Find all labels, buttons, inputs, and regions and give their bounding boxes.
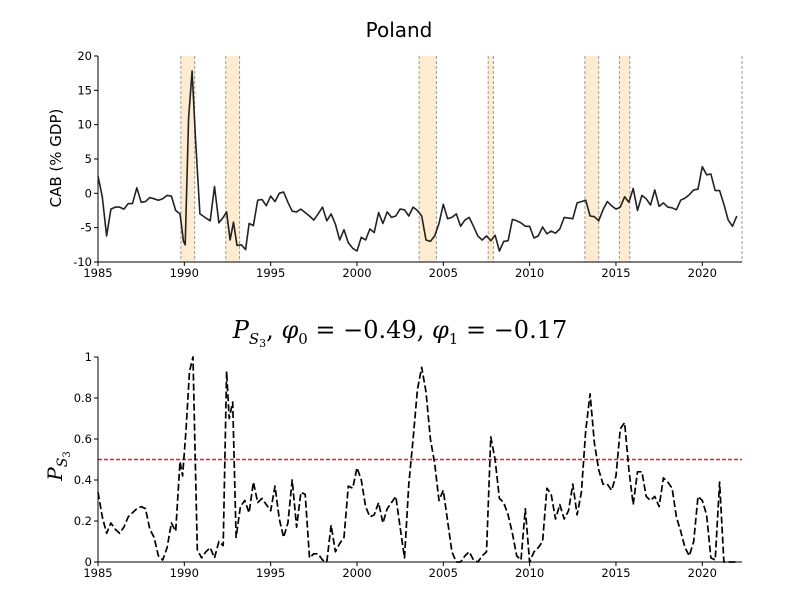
x-tick-label: 2015 bbox=[601, 266, 630, 280]
y-tick-label: 0.4 bbox=[74, 473, 92, 487]
y-tick-label: 0 bbox=[85, 555, 92, 569]
y-tick-label: -10 bbox=[73, 255, 92, 269]
x-tick-label: 2010 bbox=[515, 266, 544, 280]
bottom-chart-title: PS3, φ0 = −0.49, φ1 = −0.17 bbox=[232, 316, 568, 350]
x-tick-label: 1990 bbox=[170, 566, 199, 580]
y-tick-label: 0.8 bbox=[74, 391, 92, 405]
y-tick-label: 5 bbox=[85, 152, 92, 166]
y-tick-label: 10 bbox=[77, 118, 92, 132]
top-chart-title: Poland bbox=[366, 18, 433, 42]
y-tick-label: 0.2 bbox=[74, 514, 92, 528]
y-tick-label: -5 bbox=[81, 221, 92, 235]
top-chart-y-axis-label: CAB (% GDP) bbox=[47, 109, 65, 208]
bottom-chart-y-axis-label: PS3 bbox=[43, 451, 73, 481]
shaded-period bbox=[419, 56, 437, 262]
y-tick-label: 1 bbox=[85, 350, 92, 364]
x-tick-label: 1985 bbox=[83, 266, 112, 280]
top-chart-plot-area: -10 -5 0 5 10 15 20 1985 1990 1995 2000 2005 2010 201… bbox=[73, 49, 743, 280]
bottom-chart-plot-area: 0 0.2 0.4 0.6 0.8 1 1985 1990 1995 2000 2005 2010 20… bbox=[74, 350, 742, 580]
shaded-period bbox=[584, 56, 599, 262]
x-tick-label: 2000 bbox=[342, 566, 371, 580]
top-chart-series-line bbox=[97, 70, 738, 252]
x-tick-label: 2020 bbox=[688, 266, 717, 280]
x-tick-label: 1990 bbox=[170, 266, 199, 280]
x-tick-label: 1995 bbox=[256, 566, 285, 580]
y-tick-label: 0 bbox=[85, 186, 92, 200]
shaded-period bbox=[225, 56, 240, 262]
x-tick-label: 2000 bbox=[342, 266, 371, 280]
shaded-period bbox=[488, 56, 494, 262]
x-tick-label: 2010 bbox=[515, 566, 544, 580]
x-tick-label: 1995 bbox=[256, 266, 285, 280]
y-tick-label: 15 bbox=[77, 83, 92, 97]
x-tick-label: 1985 bbox=[83, 566, 112, 580]
x-tick-label: 2005 bbox=[429, 266, 458, 280]
x-tick-label: 2015 bbox=[601, 566, 630, 580]
shaded-period bbox=[619, 56, 630, 262]
x-tick-label: 2005 bbox=[429, 566, 458, 580]
x-tick-label: 2020 bbox=[688, 566, 717, 580]
y-tick-label: 0.6 bbox=[74, 432, 92, 446]
y-tick-label: 20 bbox=[77, 49, 92, 63]
bottom-chart-series-line bbox=[97, 356, 737, 563]
